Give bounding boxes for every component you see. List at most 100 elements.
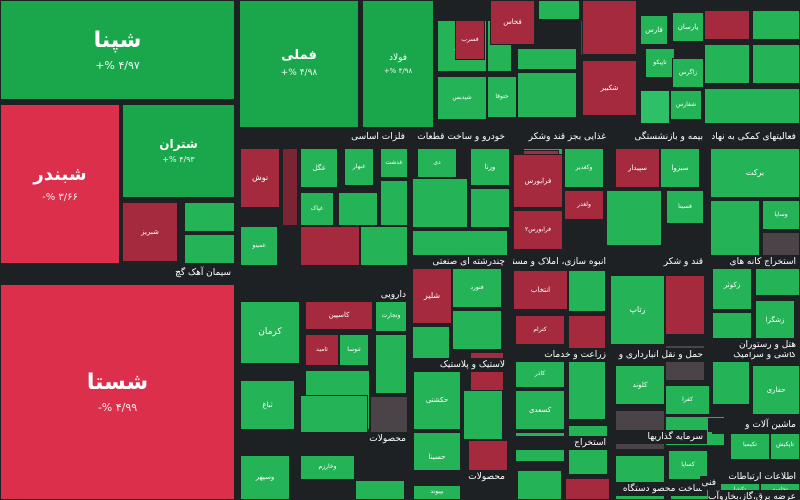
heatmap-cell[interactable] — [568, 360, 606, 420]
heatmap-cell[interactable] — [752, 44, 800, 84]
sector-label: هتل و رستوران — [710, 338, 800, 352]
heatmap-cell[interactable] — [606, 190, 662, 246]
heatmap-tile[interactable]: ثنوسا — [339, 334, 369, 366]
heatmap-cell[interactable] — [762, 232, 800, 256]
heatmap-tile[interactable]: سبزوا — [660, 148, 700, 188]
heatmap-tile[interactable]: وتجارت — [375, 300, 407, 332]
heatmap-cell[interactable] — [380, 180, 408, 226]
heatmap-tile[interactable]: شفارس — [670, 90, 702, 120]
heatmap-tile[interactable]: تکیمیا — [730, 430, 770, 460]
heatmap-tile[interactable]: دی — [417, 148, 457, 178]
heatmap-tile[interactable]: فارس — [640, 15, 668, 45]
heatmap-tile[interactable]: فنورد — [452, 268, 502, 308]
heatmap-cell[interactable] — [640, 90, 670, 124]
heatmap-cell[interactable] — [470, 188, 510, 228]
sector-label: ساخت محصو دستگاه — [610, 482, 707, 496]
heatmap-tile[interactable]: کساپا — [668, 450, 708, 480]
heatmap-cell[interactable] — [452, 310, 502, 350]
tile-symbol: کسعدی — [528, 405, 552, 414]
heatmap-cell[interactable] — [565, 478, 610, 500]
heatmap-tile[interactable]: غپاک — [300, 192, 334, 226]
heatmap-tile[interactable]: شلیر — [412, 268, 452, 324]
heatmap-cell[interactable] — [704, 10, 750, 40]
heatmap-tile[interactable]: تاپکیش — [770, 430, 800, 460]
heatmap-tile[interactable]: وکغدیر — [564, 148, 604, 188]
heatmap-cell[interactable] — [463, 390, 503, 440]
heatmap-cell[interactable] — [582, 0, 637, 55]
heatmap-cell[interactable] — [282, 148, 298, 226]
heatmap-tile[interactable]: غدشت — [380, 148, 408, 178]
tile-symbol: سپیدار — [627, 163, 648, 172]
heatmap-tile[interactable]: فولاد ۴/۹۸ %+ — [362, 0, 434, 128]
heatmap-tile[interactable]: برکت — [710, 148, 800, 198]
heatmap-tile[interactable]: بپیوند — [413, 485, 461, 500]
heatmap-tile[interactable]: فخاس — [490, 0, 535, 45]
heatmap-cell[interactable] — [412, 230, 508, 256]
heatmap-tile[interactable]: کفرا — [665, 385, 710, 415]
heatmap-tile[interactable]: ولغدر — [564, 190, 604, 220]
heatmap-tile[interactable]: وسپهر — [240, 455, 290, 500]
heatmap-tile[interactable]: رتاپ — [610, 275, 665, 345]
heatmap-tile[interactable]: فملی ۴/۹۸ %+ — [239, 0, 359, 128]
heatmap-tile[interactable]: شتران ۴/۹۳ %+ — [122, 104, 235, 198]
heatmap-tile[interactable]: شبریز — [122, 202, 178, 262]
heatmap-cell[interactable] — [355, 480, 405, 500]
heatmap-tile[interactable]: کسعدی — [515, 390, 565, 430]
heatmap-cell[interactable] — [704, 44, 750, 84]
heatmap-tile[interactable]: شستا ۴/۹۹ %- — [0, 284, 235, 500]
heatmap-cell[interactable] — [517, 72, 577, 118]
heatmap-tile[interactable]: کترام — [515, 315, 565, 345]
heatmap-cell[interactable] — [538, 0, 580, 20]
heatmap-cell[interactable] — [412, 178, 468, 228]
heatmap-tile[interactable]: کاسپین — [305, 300, 373, 330]
heatmap-cell[interactable] — [184, 234, 235, 264]
heatmap-cell[interactable] — [338, 192, 378, 226]
heatmap-tile[interactable]: پارسان — [672, 12, 704, 42]
heatmap-tile[interactable]: حفاری — [752, 365, 800, 415]
heatmap-tile[interactable]: حکشتی — [413, 370, 461, 430]
heatmap-tile[interactable]: نوش — [240, 148, 280, 208]
heatmap-tile[interactable]: زشگزا — [755, 300, 795, 340]
heatmap-tile[interactable]: شپنا ۴/۹۷ %+ — [0, 0, 235, 100]
heatmap-tile[interactable]: ختوقا — [487, 76, 517, 118]
heatmap-cell[interactable] — [568, 270, 606, 312]
heatmap-tile[interactable]: غمینو — [240, 226, 278, 266]
heatmap-tile[interactable]: غبهار — [344, 148, 374, 186]
heatmap-cell[interactable] — [300, 226, 360, 266]
heatmap-tile[interactable]: شبندر ۳/۶۶ %- — [0, 104, 120, 264]
heatmap-tile[interactable]: فسینا — [666, 190, 704, 224]
heatmap-tile[interactable]: انتخاب — [513, 270, 568, 310]
heatmap-cell[interactable] — [752, 10, 800, 40]
heatmap-tile[interactable]: غگل — [300, 148, 338, 188]
heatmap-tile[interactable]: ثباغ — [240, 380, 295, 430]
sector-label: سیمان آهک گچ — [0, 266, 235, 280]
heatmap-tile[interactable]: شپدیس — [437, 76, 487, 120]
heatmap-tile[interactable]: تاپیکو — [645, 48, 675, 78]
heatmap-cell[interactable] — [665, 275, 705, 335]
heatmap-cell[interactable] — [375, 334, 407, 394]
heatmap-tile[interactable]: ورنا — [470, 148, 510, 186]
heatmap-cell[interactable] — [360, 226, 408, 266]
sector-label: حمل و نقل انبارداری و — [610, 348, 707, 362]
heatmap-tile[interactable]: وساپا — [762, 200, 800, 230]
heatmap-cell[interactable] — [704, 88, 800, 124]
heatmap-cell[interactable] — [710, 200, 760, 256]
tile-symbol: شلیر — [423, 291, 441, 301]
heatmap-tile[interactable]: کرمان — [240, 300, 300, 364]
heatmap-tile[interactable]: کلوند — [615, 365, 665, 405]
heatmap-cell[interactable] — [184, 202, 235, 232]
heatmap-tile[interactable]: زاگرس — [672, 58, 704, 88]
heatmap-tile[interactable]: شکبیر — [582, 60, 637, 116]
heatmap-tile[interactable]: فسرب — [455, 20, 485, 60]
heatmap-tile[interactable]: وخارزم — [300, 455, 355, 480]
sector-label: محصولات — [240, 432, 410, 446]
heatmap-cell[interactable] — [517, 470, 562, 500]
heatmap-cell[interactable] — [517, 48, 577, 70]
heatmap-tile[interactable]: سپیدار — [615, 148, 660, 188]
heatmap-tile[interactable]: ثامید — [305, 334, 339, 366]
tile-symbol: سبزوا — [671, 163, 689, 172]
heatmap-tile[interactable]: فرابورس — [513, 154, 563, 208]
heatmap-tile[interactable]: کاذر — [515, 360, 565, 388]
heatmap-cell[interactable] — [568, 425, 608, 475]
heatmap-tile[interactable]: فرابورس۲ — [513, 210, 563, 250]
